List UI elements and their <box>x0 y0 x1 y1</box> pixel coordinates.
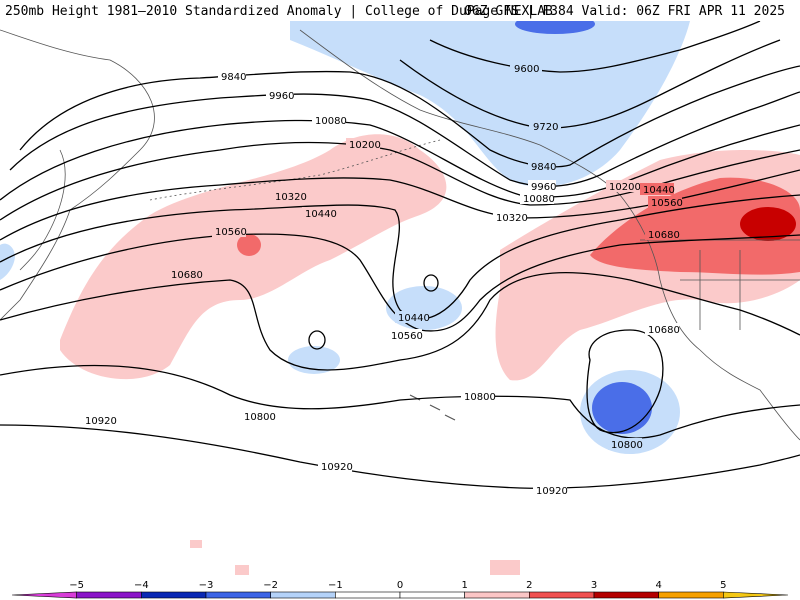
positive-anomaly-speck-2 <box>490 560 520 575</box>
alaska-coast <box>299 29 621 196</box>
contour-closed-low-3 <box>586 329 664 434</box>
colorbar-tick-label: −5 <box>69 580 84 591</box>
contour-label: 10680 <box>648 230 680 241</box>
contour-label: 10440 <box>398 313 430 324</box>
colorbar-tick-label: 4 <box>655 580 661 591</box>
anomaly-shading <box>0 21 800 575</box>
anomaly-map: 9600 9720 9840 9840 9960 9960 10080 1008… <box>0 21 800 575</box>
contour-label: 10920 <box>321 462 353 473</box>
colorbar-segment <box>141 591 207 599</box>
contour-10440 <box>0 194 800 320</box>
contour-label: 10680 <box>171 270 203 281</box>
contour-closed-low-1 <box>423 274 439 292</box>
height-contours <box>0 21 800 489</box>
colorbar-tick-label: 0 <box>397 580 403 591</box>
contour-label: 10800 <box>464 392 496 403</box>
contour-label: 10680 <box>648 325 680 336</box>
contour-10920 <box>0 424 800 489</box>
contour-10080 <box>0 119 800 201</box>
contour-closed-low-2 <box>308 330 326 350</box>
colorbar-segment <box>205 591 271 599</box>
contour-10680 <box>0 272 800 371</box>
positive-anomaly-west <box>60 134 447 380</box>
contour-labels: 9600 9720 9840 9840 9960 9960 10080 1008… <box>82 62 683 497</box>
colorbar-tick-label: −2 <box>263 580 278 591</box>
na-coast <box>619 194 800 441</box>
contour-9840-north <box>19 65 800 168</box>
colorbar-segment <box>723 591 789 599</box>
kamchatka-coast <box>19 149 66 271</box>
colorbar-segment <box>11 591 77 599</box>
colorbar-segment <box>399 591 465 599</box>
contour-label: 10440 <box>643 185 675 196</box>
contour-label: 9960 <box>531 182 556 193</box>
contour-label: 9840 <box>221 72 246 83</box>
colorbar-segment <box>335 591 401 599</box>
contour-label: 10200 <box>609 182 641 193</box>
colorbar-tick-label: 2 <box>526 580 532 591</box>
colorbar-tick-label: 5 <box>720 580 726 591</box>
contour-label: 9600 <box>514 64 539 75</box>
map-title: 250mb Height 1981–2010 Standardized Anom… <box>5 4 553 19</box>
aleutian-chain <box>149 139 441 201</box>
negative-anomaly-north <box>290 21 690 187</box>
negative-anomaly-west <box>0 243 15 280</box>
contour-label: 10560 <box>215 227 247 238</box>
colorbar-tick-label: −4 <box>134 580 149 591</box>
negative-anomaly-core-north <box>515 21 595 34</box>
model-valid-time: 06Z GFS | F384 Valid: 06Z FRI APR 11 202… <box>464 4 785 19</box>
contour-label: 10920 <box>85 416 117 427</box>
contour-9720 <box>399 39 781 129</box>
contour-label: 9720 <box>533 122 558 133</box>
contour-label: 10800 <box>611 440 643 451</box>
colorbar-segment <box>658 591 724 599</box>
colorbar-segments <box>11 591 789 599</box>
colorbar-segment <box>76 591 142 599</box>
colorbar-segment <box>464 591 530 599</box>
contour-label: 10320 <box>275 192 307 203</box>
anomaly-colorbar: −5 −4 −3 −2 −1 0 1 2 3 4 5 <box>11 580 789 599</box>
positive-anomaly-spot <box>237 234 261 256</box>
contour-label: 10920 <box>536 486 568 497</box>
colorbar-tick-label: 3 <box>591 580 597 591</box>
colorbar-ticks: −5 −4 −3 −2 −1 0 1 2 3 4 5 <box>69 580 726 591</box>
contour-label: 10080 <box>315 116 347 127</box>
contour-label: 10320 <box>496 213 528 224</box>
contour-label: 10080 <box>523 194 555 205</box>
contour-10800 <box>0 364 800 439</box>
positive-anomaly-speck-1 <box>190 540 202 548</box>
colorbar-tick-label: 1 <box>461 580 467 591</box>
colorbar-segment <box>593 591 659 599</box>
contour-label: 10560 <box>651 198 683 209</box>
contour-label: 10800 <box>244 412 276 423</box>
colorbar-segment <box>270 591 336 599</box>
coastlines <box>0 29 800 441</box>
negative-anomaly-south-core <box>592 382 652 434</box>
contour-label: 9960 <box>269 91 294 102</box>
colorbar-tick-label: −3 <box>199 580 214 591</box>
contour-9600 <box>429 21 761 73</box>
contour-label: 10440 <box>305 209 337 220</box>
contour-label: 10560 <box>391 331 423 342</box>
positive-anomaly-east-core <box>740 207 796 241</box>
colorbar-segment <box>529 591 595 599</box>
asia-coast <box>0 29 155 321</box>
contour-9960 <box>9 91 800 187</box>
contour-label: 9840 <box>531 162 556 173</box>
positive-anomaly-speck-3 <box>235 565 249 575</box>
colorbar-tick-label: −1 <box>328 580 343 591</box>
positive-anomaly-east-mid <box>590 177 800 275</box>
contour-label: 10200 <box>349 140 381 151</box>
us-borders <box>640 239 800 330</box>
